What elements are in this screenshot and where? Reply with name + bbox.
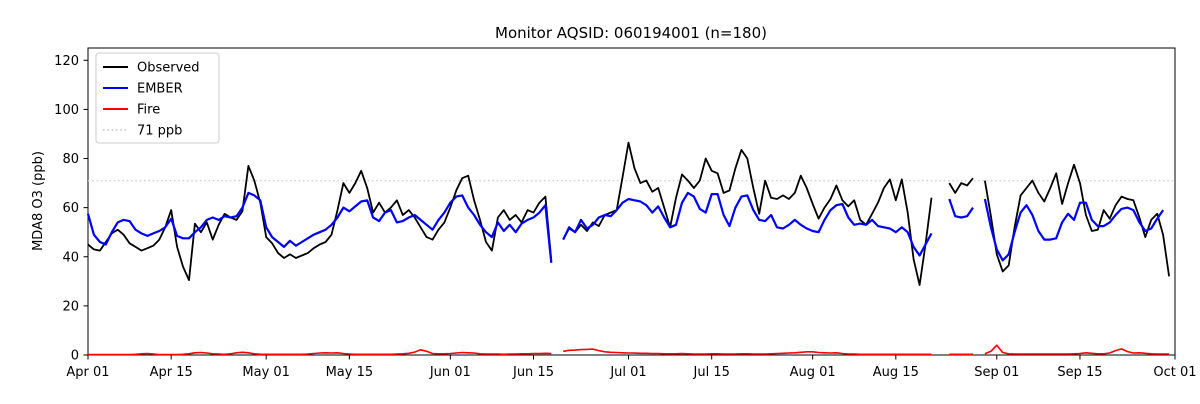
axes: 0 20 40 60 80 100 120 Apr 01 Apr 15 May 01 May 15 J…: [54, 47, 1197, 380]
x-tick-label: Jul 01: [609, 365, 646, 380]
x-tick-label: Oct 01: [1153, 365, 1196, 380]
y-tick-label: 60: [62, 201, 79, 216]
x-tick-label: Aug 01: [790, 365, 836, 380]
series-line-ember: [86, 191, 1165, 264]
series-lines-group: [86, 141, 1170, 356]
x-tick-label: Apr 15: [150, 365, 193, 380]
x-tick-label: Sep 15: [1057, 365, 1102, 380]
series-line-observed: [87, 141, 1170, 286]
y-tick-label: 120: [54, 54, 79, 69]
legend-box: [95, 52, 220, 144]
x-tick-label: May 01: [242, 365, 290, 380]
legend: Observed EMBER Fire 71 ppb: [95, 52, 220, 144]
series-line-fire: [88, 344, 1170, 356]
legend-label-fire: Fire: [137, 103, 160, 118]
y-tick-label: 80: [62, 152, 79, 167]
y-axis-label: MDA8 O3 (ppb): [31, 151, 46, 251]
x-tick-label: Aug 15: [873, 365, 919, 380]
chart-title: Monitor AQSID: 060194001 (n=180): [495, 24, 767, 42]
x-tick-label: Jun 01: [429, 365, 471, 380]
y-tick-label: 20: [62, 299, 79, 314]
x-tick-label: Sep 01: [974, 365, 1019, 380]
y-tick-label: 40: [62, 250, 79, 265]
x-tick-label: Jul 15: [693, 365, 730, 380]
legend-label-observed: Observed: [137, 61, 200, 76]
x-tick-label: May 15: [326, 365, 374, 380]
x-tick-label: Apr 01: [66, 365, 109, 380]
y-tick-label: 100: [54, 103, 79, 118]
plot-border: [87, 47, 1176, 356]
x-tick-label: Jun 15: [512, 365, 554, 380]
legend-label-ember: EMBER: [137, 82, 183, 97]
legend-label-71-ppb: 71 ppb: [137, 124, 182, 139]
y-tick-label: 0: [71, 349, 79, 364]
